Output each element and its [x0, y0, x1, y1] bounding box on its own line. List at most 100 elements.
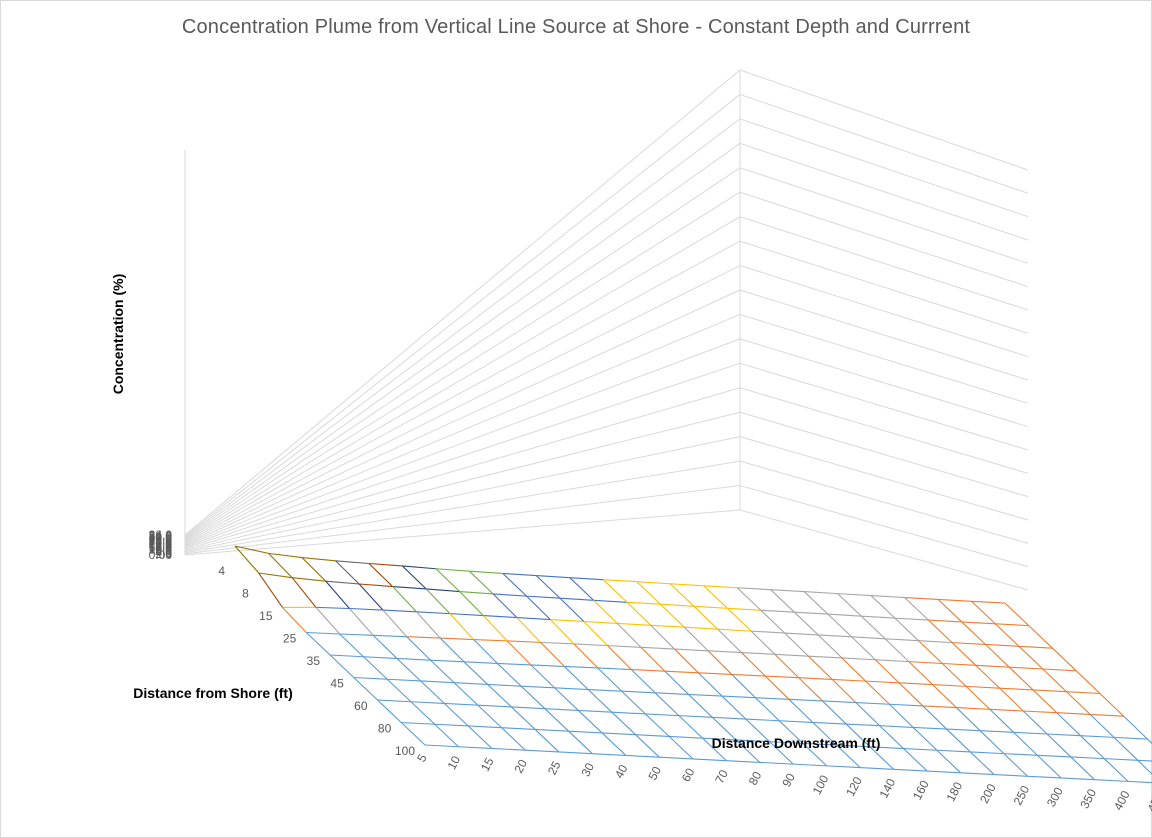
mesh-line — [473, 639, 498, 664]
mesh-line — [497, 663, 522, 687]
mesh-line — [865, 680, 900, 684]
mesh-line — [846, 723, 880, 727]
mesh-line — [731, 673, 766, 677]
mesh-line — [1104, 758, 1138, 761]
mesh-line — [449, 613, 484, 617]
mesh-line — [616, 623, 642, 648]
mesh-line — [467, 725, 493, 749]
gridline — [184, 313, 741, 547]
mesh-line — [889, 703, 923, 707]
mesh-line — [932, 684, 957, 708]
mesh-line — [1075, 670, 1101, 694]
mesh-line — [745, 718, 780, 722]
mesh-line — [544, 708, 570, 732]
surface-mesh — [234, 545, 1152, 784]
mesh-line — [903, 747, 937, 751]
mesh-line — [597, 667, 632, 671]
mesh-line — [439, 637, 465, 663]
mesh-line — [387, 678, 421, 682]
mesh-line — [611, 711, 646, 715]
mesh-line — [770, 589, 805, 593]
mesh-line — [736, 739, 770, 743]
mesh-line — [635, 734, 670, 737]
mesh-line — [468, 570, 494, 595]
mesh-line — [869, 746, 904, 750]
mesh-line — [588, 688, 622, 692]
mesh-line — [660, 603, 695, 607]
mesh-line — [793, 763, 827, 767]
mesh-line — [918, 640, 953, 644]
mesh-line — [420, 680, 455, 684]
mesh-line — [741, 652, 766, 677]
mesh-line — [975, 664, 1010, 668]
mesh-line — [349, 607, 383, 611]
gridline — [184, 240, 741, 544]
mesh-line — [765, 675, 799, 679]
mesh-line — [952, 642, 986, 646]
mesh-line — [884, 638, 910, 663]
mesh-line — [372, 634, 398, 659]
mesh-line — [836, 744, 870, 748]
y-tick-label: 60 — [354, 699, 368, 713]
mesh-line — [803, 591, 829, 615]
mesh-line — [444, 703, 469, 727]
mesh-line — [817, 634, 843, 659]
mesh-line — [664, 670, 689, 695]
mesh-line — [301, 557, 327, 582]
gridline — [739, 191, 1029, 288]
y-tick-label: 8 — [242, 587, 249, 601]
mesh-line — [640, 646, 666, 672]
mesh-line — [726, 760, 760, 763]
z-tick-label: 10.0 — [149, 542, 173, 556]
mesh-line — [554, 687, 579, 711]
mesh-line — [702, 737, 737, 741]
mesh-line — [837, 593, 872, 597]
mesh-line — [711, 716, 737, 741]
mesh-line — [750, 630, 776, 655]
mesh-line — [980, 730, 1014, 733]
mesh-line — [473, 638, 508, 642]
mesh-line — [837, 593, 862, 617]
mesh-line — [577, 710, 603, 734]
mesh-line — [855, 702, 881, 727]
mesh-line — [406, 636, 431, 661]
mesh-line — [1123, 715, 1148, 740]
mesh-line — [645, 713, 679, 717]
x-tick-label: 300 — [1044, 785, 1066, 810]
mesh-line — [668, 736, 694, 760]
mesh-line — [970, 751, 995, 775]
mesh-line — [511, 706, 545, 710]
mesh-line — [804, 591, 838, 595]
mesh-line — [507, 640, 541, 643]
mesh-line — [1113, 736, 1148, 740]
mesh-line — [540, 641, 565, 667]
mesh-line — [1090, 713, 1124, 717]
mesh-line — [951, 642, 977, 666]
mesh-line — [703, 585, 738, 589]
mesh-line — [989, 708, 1024, 712]
mesh-line — [1027, 775, 1062, 779]
mesh-line — [530, 664, 565, 667]
z-tick-label: 28.0 — [149, 532, 173, 546]
mesh-line — [794, 611, 828, 615]
mesh-line — [511, 706, 536, 730]
mesh-line — [563, 666, 589, 690]
mesh-line — [669, 735, 703, 739]
mesh-line — [737, 587, 771, 591]
gridline — [739, 265, 1029, 358]
gridline — [739, 69, 1029, 171]
gridline — [184, 362, 741, 549]
mesh-line — [760, 609, 795, 613]
mesh-line — [936, 749, 962, 774]
x-tick-label: 400 — [1111, 788, 1133, 813]
x-tick-label: 25 — [545, 759, 564, 778]
mesh-line — [491, 747, 526, 751]
mesh-line — [1042, 668, 1077, 672]
mesh-line — [426, 588, 460, 593]
mesh-line — [1089, 714, 1115, 738]
gridline — [184, 460, 741, 554]
mesh-line — [827, 613, 862, 617]
mesh-line — [942, 662, 976, 666]
mesh-line — [401, 721, 435, 725]
mesh-line — [707, 650, 742, 654]
